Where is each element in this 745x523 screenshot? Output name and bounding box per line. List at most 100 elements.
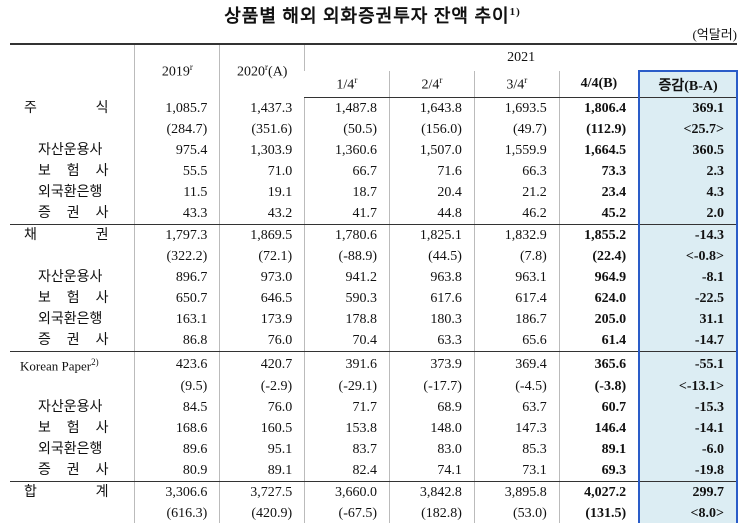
table-row: 합 계 3,306.6 3,727.5 3,660.0 3,842.8 3,895.8 4,… bbox=[10, 481, 738, 504]
header-quarter: 4/4(B) bbox=[558, 71, 640, 98]
cell: (616.3) bbox=[134, 503, 220, 523]
header-2021: 2021 bbox=[304, 43, 737, 71]
cell: 1,797.3 bbox=[134, 224, 220, 246]
cell: 86.8 bbox=[134, 330, 220, 352]
table-row: 자산운용사 896.7 973.0 941.2 963.8 963.1 964.9 -8.1 bbox=[10, 267, 738, 288]
label-text: 보 험 사 bbox=[38, 421, 109, 437]
cell: 46.2 bbox=[473, 203, 560, 225]
table-row: (616.3) (420.9) (-67.5) (182.8) (53.0) (131.5… bbox=[10, 503, 738, 523]
cell: 85.3 bbox=[473, 439, 560, 461]
cell: 373.9 bbox=[389, 351, 475, 377]
cell: 1,437.3 bbox=[219, 97, 305, 119]
row-label: 보 험 사 bbox=[10, 418, 135, 439]
cell: (182.8) bbox=[389, 503, 475, 523]
cell: 963.1 bbox=[473, 267, 560, 288]
cell: 31.1 bbox=[638, 309, 738, 330]
cell: 63.3 bbox=[389, 330, 475, 352]
cell: 4,027.2 bbox=[558, 481, 640, 504]
cell: 66.3 bbox=[473, 161, 560, 182]
table-row: 주 식 1,085.7 1,437.3 1,487.8 1,643.8 1,693.5 1,… bbox=[10, 97, 738, 120]
cell: 18.7 bbox=[304, 182, 390, 203]
cell: 82.4 bbox=[304, 460, 390, 483]
cell: 89.6 bbox=[134, 439, 220, 461]
cell: 896.7 bbox=[134, 267, 220, 288]
row-label: 외국환은행 bbox=[10, 182, 135, 203]
cell: -14.1 bbox=[638, 418, 738, 440]
row-label: 자산운용사 bbox=[10, 397, 135, 418]
header-sup: r bbox=[439, 74, 443, 85]
cell: 80.9 bbox=[134, 460, 220, 483]
cell: <8.0> bbox=[638, 503, 738, 523]
cell: 76.0 bbox=[219, 397, 305, 419]
cell: 369.4 bbox=[473, 351, 560, 377]
cell: 65.6 bbox=[473, 330, 560, 352]
cell: 1,360.6 bbox=[304, 140, 390, 161]
cell: 423.6 bbox=[134, 351, 220, 377]
cell: (-88.9) bbox=[304, 246, 390, 267]
cell: 1,855.2 bbox=[558, 224, 640, 246]
cell: 1,303.9 bbox=[219, 140, 305, 161]
title-text: 상품별 해외 외화증권투자 잔액 추이 bbox=[224, 6, 510, 26]
cell: 60.7 bbox=[558, 397, 640, 419]
table-row: 보 험 사 55.5 71.0 66.7 71.6 66.3 73.3 2.3 bbox=[10, 161, 738, 182]
table-row: 외국환은행 163.1 173.9 178.8 180.3 186.7 205.0 31.1 bbox=[10, 309, 738, 330]
cell: 3,842.8 bbox=[389, 481, 475, 504]
cell: 69.3 bbox=[558, 460, 640, 483]
cell: 3,660.0 bbox=[304, 481, 390, 504]
cell: 650.7 bbox=[134, 288, 220, 309]
cell: 23.4 bbox=[558, 182, 640, 203]
cell: 163.1 bbox=[134, 309, 220, 330]
header-text: 2019 bbox=[161, 64, 190, 80]
label-text: 자산운용사 bbox=[38, 400, 103, 416]
cell: 2.3 bbox=[638, 161, 738, 182]
cell: (44.5) bbox=[389, 246, 475, 267]
label-text: 외국환은행 bbox=[38, 312, 103, 327]
cell: 360.5 bbox=[638, 140, 738, 161]
cell: 1,664.5 bbox=[558, 140, 640, 161]
header-quarter: 3/4r bbox=[473, 71, 560, 98]
cell: (322.2) bbox=[134, 246, 220, 267]
cell: (-17.7) bbox=[389, 376, 475, 398]
table-row: 외국환은행 89.6 95.1 83.7 83.0 85.3 89.1 -6.0 bbox=[10, 439, 738, 461]
cell: 83.7 bbox=[304, 439, 390, 461]
cell: 173.9 bbox=[219, 309, 305, 330]
row-label: 채 권 bbox=[10, 225, 135, 247]
cell: 45.2 bbox=[558, 203, 640, 225]
cell: 63.7 bbox=[473, 397, 560, 419]
cell: (9.5) bbox=[134, 376, 220, 398]
cell: 11.5 bbox=[134, 182, 220, 203]
cell: (351.6) bbox=[219, 119, 305, 140]
cell: 1,487.8 bbox=[304, 97, 390, 119]
label-text: 외국환은행 bbox=[38, 442, 103, 458]
label-text: 보 험 사 bbox=[38, 291, 109, 306]
header-text: 2020 bbox=[237, 64, 266, 80]
cell: 55.5 bbox=[134, 161, 220, 182]
row-label: 주 식 bbox=[10, 98, 135, 120]
cell: 148.0 bbox=[389, 418, 475, 440]
cell: (284.7) bbox=[134, 119, 220, 140]
table-row: 채 권 1,797.3 1,869.5 1,780.6 1,825.1 1,832.9 1,… bbox=[10, 224, 738, 247]
label-text: 합 계 bbox=[24, 485, 109, 501]
row-label: 증 권 사 bbox=[10, 460, 135, 483]
cell: (-2.9) bbox=[219, 376, 305, 398]
title: 상품별 해외 외화증권투자 잔액 추이1) bbox=[0, 2, 745, 28]
table-row: Korean Paper2) 423.6 420.7 391.6 373.9 369.4 3… bbox=[10, 351, 738, 377]
cell: 617.4 bbox=[473, 288, 560, 309]
cell: <25.7> bbox=[638, 119, 738, 140]
cell: 95.1 bbox=[219, 439, 305, 461]
title-note: 1) bbox=[509, 6, 521, 18]
cell: 147.3 bbox=[473, 418, 560, 440]
row-label: 외국환은행 bbox=[10, 309, 135, 330]
row-label: 보 험 사 bbox=[10, 161, 135, 182]
label-text: Korean Paper bbox=[20, 358, 92, 374]
table-row: (284.7) (351.6) (50.5) (156.0) (49.7) (112.9)… bbox=[10, 119, 738, 140]
cell: 73.1 bbox=[473, 460, 560, 483]
cell: 178.8 bbox=[304, 309, 390, 330]
cell: <-13.1> bbox=[638, 376, 738, 398]
cell: 3,306.6 bbox=[134, 481, 220, 504]
table: 2019r 2020r(A) 2021 1/4r 2/4r 3/4r 4/4(B) 증감… bbox=[10, 43, 738, 523]
cell: 180.3 bbox=[389, 309, 475, 330]
cell: 61.4 bbox=[558, 330, 640, 352]
cell: 89.1 bbox=[219, 460, 305, 483]
